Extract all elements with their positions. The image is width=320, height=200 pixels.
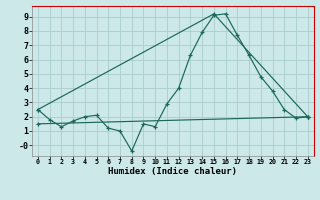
- X-axis label: Humidex (Indice chaleur): Humidex (Indice chaleur): [108, 167, 237, 176]
